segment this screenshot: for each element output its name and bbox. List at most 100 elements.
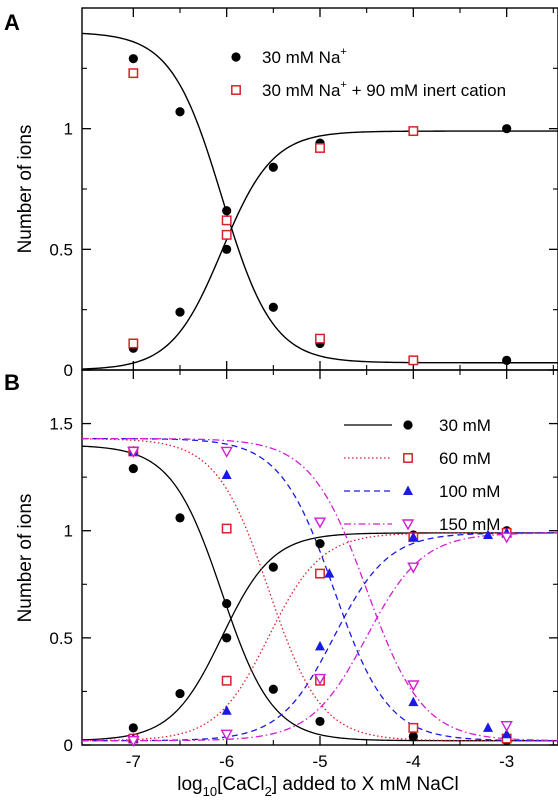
panel-b-point-series-1 [315, 568, 325, 579]
panel-b-point-series-3 [407, 562, 420, 574]
panel-a-y-tick-label: 0.5 [49, 240, 73, 259]
panel-b-data-points [127, 445, 513, 748]
legend-label-30mm-na: 30 mM Na+ [262, 46, 347, 67]
legend-marker-series-2 [403, 485, 413, 495]
panel-a-point-series-0 [175, 107, 185, 117]
legend-marker-series-3 [401, 519, 415, 531]
panel-b-point-series-2 [408, 696, 419, 707]
panel-a-point-series-1 [408, 355, 419, 366]
panel-b-point-series-2 [483, 529, 493, 539]
panel-b-x-tick-label: -6 [219, 752, 234, 771]
panel-b-x-tick-label: -7 [126, 752, 141, 771]
panel-b-ticks: -7 -6 -5 -4 -3 0 0.5 1 1.5 [49, 370, 558, 771]
panel-b-fit-decreasing-0 [81, 445, 558, 742]
panel-a-point-series-1 [408, 126, 419, 137]
panel-a-fit-curves [81, 32, 558, 370]
panel-b-point-series-2 [324, 568, 335, 578]
panel-b-y-tick-label: 1 [64, 522, 73, 541]
panel-a-point-series-0 [268, 162, 278, 172]
legend-marker-30mm-na-inert [231, 85, 241, 95]
panel-b-point-series-2 [315, 640, 325, 651]
panel-b-point-series-1 [408, 722, 419, 733]
panel-b-fit-increasing-2 [81, 532, 558, 742]
panel-b-point-series-0 [268, 684, 278, 694]
panel-a-y-tick-label: 0 [64, 361, 73, 380]
legend-label-60mm: 60 mM [439, 449, 491, 468]
x-axis-label: log10[CaCl2] added to X mM NaCl [177, 774, 459, 799]
panel-b-point-series-2 [221, 469, 232, 479]
legend-label-150mm: 150 mM [439, 515, 500, 534]
panel-b-point-series-0 [128, 463, 138, 474]
panel-b-point-series-2 [221, 705, 232, 715]
panel-b-point-series-3 [220, 729, 233, 741]
panel-a-point-series-1 [315, 333, 325, 344]
panel-b-point-series-0 [315, 538, 325, 549]
legend-label-30mm: 30 mM [439, 416, 491, 435]
panel-b-legend: 30 mM 60 mM 100 mM 150 mM [344, 416, 500, 534]
panel-b-point-series-3 [313, 673, 327, 686]
panel-a-point-series-1 [128, 68, 139, 79]
panel-a-point-series-1 [221, 215, 232, 226]
legend-label-30mm-na-inert: 30 mM Na+ + 90 mM inert cation [262, 79, 506, 100]
panel-b-point-series-0 [315, 716, 325, 727]
legend-marker-30mm-na [231, 52, 241, 62]
panel-a-point-series-0 [128, 54, 138, 64]
panel-b-point-series-3 [500, 721, 513, 733]
panel-a-label: A [4, 10, 20, 35]
panel-a-y-tick-label: 1 [64, 120, 73, 139]
panel-b: B -7 -6 -5 -4 -3 0 0.5 1 1.5 Number of ions 30 m… [4, 369, 558, 799]
panel-a-point-series-0 [175, 307, 185, 317]
panel-b-x-tick-label: -3 [499, 752, 514, 771]
panel-b-label: B [4, 370, 20, 395]
panel-b-point-series-0 [128, 723, 138, 733]
legend-marker-30mm-na-inert [231, 85, 241, 95]
panel-b-fit-decreasing-1 [81, 438, 558, 742]
panel-b-point-series-3 [127, 446, 140, 458]
panel-a-y-axis-label: Number of ions [15, 125, 36, 254]
panel-b-point-series-0 [175, 513, 185, 523]
legend-marker-series-0 [403, 420, 413, 430]
panel-b-point-series-0 [222, 633, 232, 643]
panel-b-point-series-0 [268, 562, 278, 572]
panel-b-point-series-2 [408, 531, 419, 542]
panel-b-point-series-3 [220, 446, 233, 458]
panel-a-legend: 30 mM Na+ 30 mM Na+ + 90 mM inert cation [231, 46, 506, 100]
panel-b-fit-increasing-3 [82, 532, 558, 742]
panel-b-y-tick-label: 1.5 [49, 415, 73, 434]
panel-b-fit-increasing-1 [81, 532, 558, 742]
panel-b-fit-decreasing-3 [82, 437, 558, 742]
panel-b-point-series-1 [221, 675, 232, 686]
panel-a-point-series-0 [222, 244, 232, 254]
legend-label-100mm: 100 mM [439, 482, 500, 501]
panel-a: A 0 0.5 1 Number of ions 30 mM Na+ 30 mM N… [4, 7, 558, 380]
panel-a-point-series-0 [502, 124, 512, 134]
panel-b-fit-curves [81, 437, 558, 742]
panel-b-y-tick-label: 0 [64, 736, 73, 755]
panel-b-point-series-2 [501, 728, 512, 739]
panel-b-point-series-0 [175, 688, 185, 699]
panel-b-y-axis-label: Number of ions [15, 494, 36, 623]
panel-b-fit-decreasing-2 [82, 437, 558, 742]
panel-b-point-series-2 [483, 722, 493, 732]
panel-a-point-series-1 [315, 143, 325, 153]
legend-marker-30mm-na [231, 52, 241, 62]
panel-b-point-series-3 [313, 517, 327, 529]
panel-b-point-series-1 [221, 523, 232, 534]
panel-a-fit-curve-increasing [81, 130, 558, 370]
panel-b-point-series-3 [500, 532, 513, 544]
panel-a-point-series-0 [222, 206, 232, 216]
panel-b-y-tick-label: 0.5 [49, 629, 73, 648]
panel-b-point-series-0 [408, 731, 418, 742]
panel-a-fit-curve-decreasing [81, 32, 558, 364]
panel-b-point-series-0 [222, 598, 232, 609]
panel-a-point-series-0 [268, 302, 278, 312]
panel-b-point-series-3 [407, 680, 420, 692]
panel-b-x-tick-label: -5 [312, 752, 327, 771]
panel-a-data-points [128, 54, 512, 366]
panel-a-point-series-1 [128, 338, 139, 349]
panel-b-x-tick-label: -4 [406, 752, 421, 771]
panel-a-point-series-1 [221, 229, 232, 240]
legend-marker-series-1 [403, 453, 413, 463]
panel-b-fit-increasing-0 [81, 532, 558, 741]
